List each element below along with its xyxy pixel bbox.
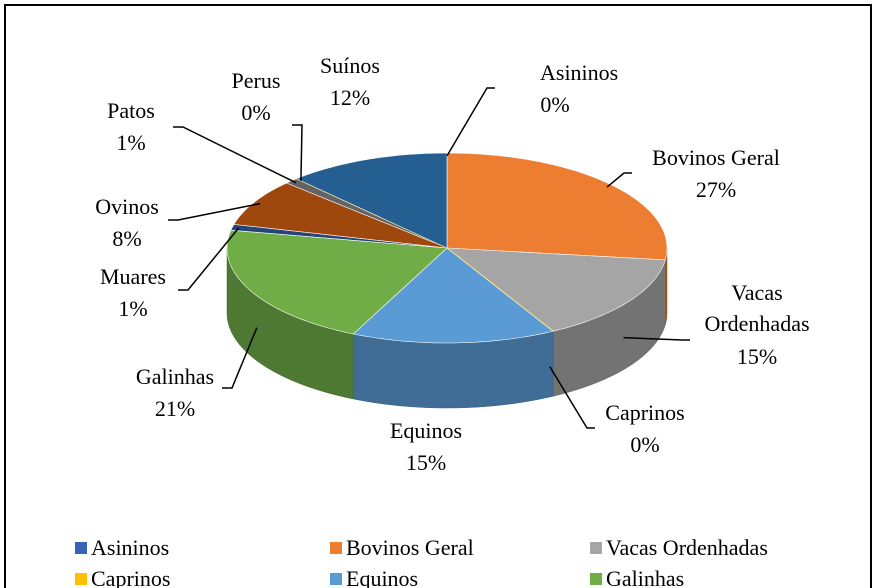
- legend-label: Galinhas: [606, 566, 684, 588]
- pie-slice: [226, 229, 448, 335]
- data-label-value: 0%: [241, 100, 270, 125]
- leader-line: [292, 124, 303, 181]
- data-label-name: Patos: [107, 98, 155, 123]
- pie-slice: [233, 182, 448, 249]
- data-label-value: 21%: [155, 396, 195, 421]
- data-label-value: 8%: [112, 226, 141, 251]
- legend-swatch: [75, 542, 87, 554]
- legend-swatch: [590, 542, 602, 554]
- legend-swatch: [330, 542, 342, 554]
- data-label-value: 12%: [330, 85, 370, 110]
- leader-line: [623, 336, 690, 341]
- pie-tops: [226, 152, 668, 344]
- data-label-name: Ovinos: [95, 194, 159, 219]
- legend-swatch: [590, 573, 602, 585]
- pie-slice: [295, 152, 448, 249]
- legend-label: Equinos: [346, 566, 418, 588]
- legend-label: Asininos: [91, 535, 169, 560]
- data-label-name: Perus: [232, 68, 281, 93]
- data-label-name: Caprinos: [605, 400, 684, 425]
- data-label-name: Muares: [100, 264, 166, 289]
- leader-line: [168, 202, 261, 221]
- data-label-name: Suínos: [320, 53, 380, 78]
- legend-label: Caprinos: [91, 566, 170, 588]
- pie-slice: [352, 247, 554, 344]
- leader-line: [173, 126, 297, 184]
- pie-sides: [226, 247, 668, 409]
- data-label-name: Asininos: [540, 60, 618, 85]
- data-label-value: 15%: [406, 450, 446, 475]
- data-label-name: Equinos: [390, 418, 462, 443]
- legend-label: Vacas Ordenhadas: [606, 535, 768, 560]
- legend-swatch: [330, 573, 342, 585]
- leader-line: [222, 327, 258, 389]
- data-label-name: Bovinos Geral: [652, 145, 780, 170]
- leader-line: [178, 227, 240, 291]
- leader-line: [606, 172, 632, 188]
- pie-slice: [446, 247, 666, 332]
- data-label-value: 27%: [696, 177, 736, 202]
- data-label-value: 15%: [737, 344, 777, 369]
- data-label-name: Galinhas: [136, 364, 214, 389]
- legend-label: Bovinos Geral: [346, 535, 474, 560]
- leader-line: [549, 366, 595, 429]
- pie-slice: [446, 152, 668, 261]
- legend-swatch: [75, 573, 87, 585]
- data-label-value: 0%: [630, 432, 659, 457]
- data-label-value: 1%: [116, 130, 145, 155]
- data-label-value: 1%: [118, 296, 147, 321]
- data-label-value: 0%: [540, 92, 569, 117]
- data-label-name: Vacas Ordenhadas: [704, 280, 809, 336]
- leader-line: [446, 87, 495, 157]
